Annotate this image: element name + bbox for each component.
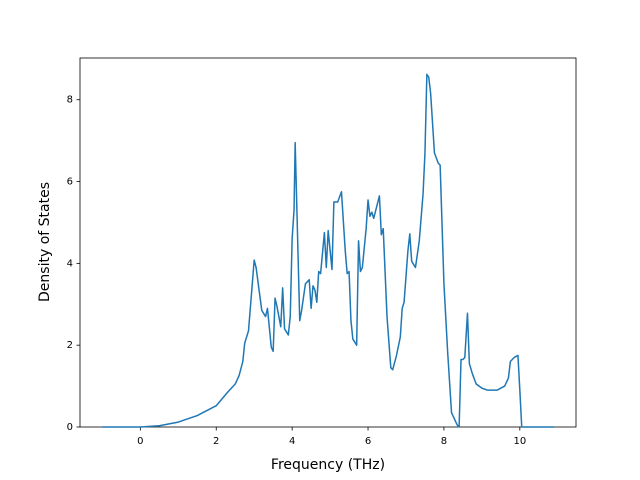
plot-frame (79, 57, 577, 428)
x-tick-label: 8 (441, 436, 447, 447)
x-tick-label: 4 (289, 436, 295, 447)
x-tick-label: 0 (137, 436, 143, 447)
y-tick-label: 0 (67, 422, 73, 433)
y-tick-label: 4 (67, 258, 73, 269)
dos-line (102, 73, 554, 428)
y-tick-label: 8 (67, 95, 73, 106)
x-tick-label: 10 (513, 436, 526, 447)
x-tick-label: 2 (213, 436, 219, 447)
y-tick-label: 6 (67, 177, 73, 188)
x-axis-label: Frequency (THz) (271, 457, 385, 473)
y-tick-label: 2 (67, 340, 73, 351)
x-tick-label: 6 (365, 436, 371, 447)
y-axis-label: Density of States (37, 182, 53, 302)
